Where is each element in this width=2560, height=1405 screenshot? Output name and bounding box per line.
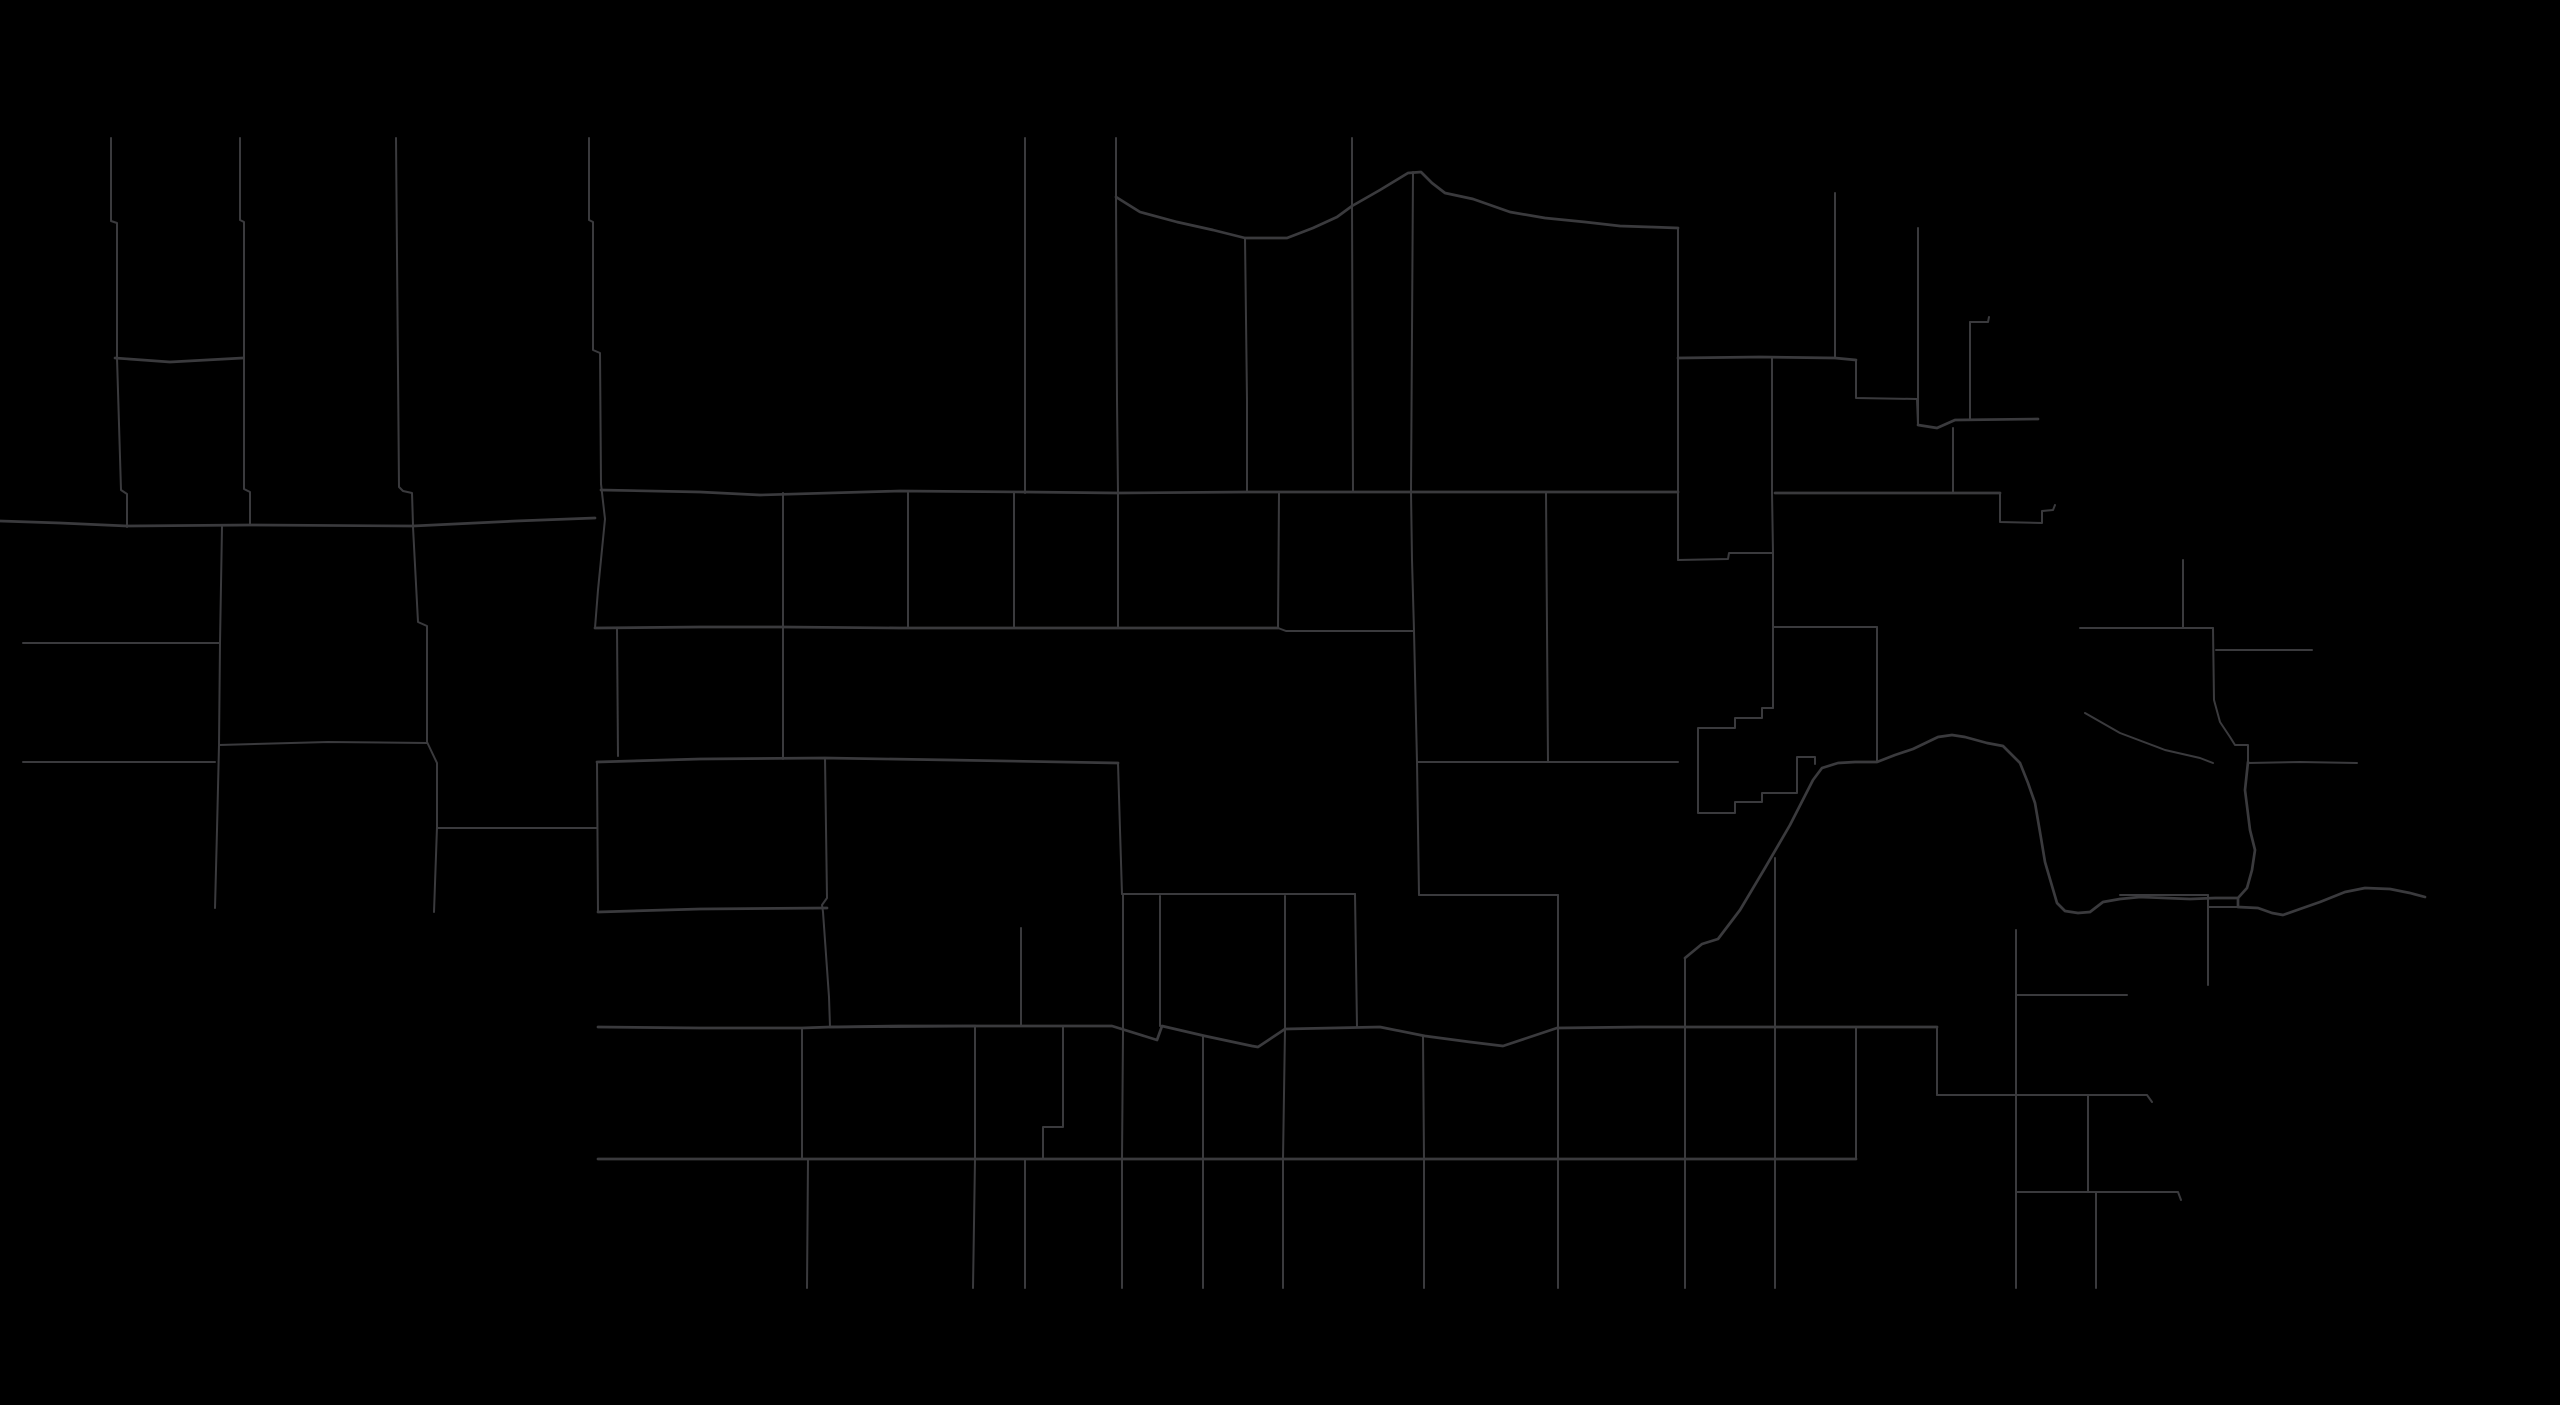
- v1279-line: [1277, 492, 1280, 629]
- cheyenne-west-line: [412, 526, 428, 743]
- platte-river-arc-line: [1683, 733, 2240, 960]
- latitude-42-long-line: [0, 516, 597, 528]
- wayne-north-line: [1916, 417, 2040, 430]
- cheyenne-garden-bend: [426, 741, 438, 828]
- v617-line: [616, 628, 619, 757]
- hitchcock-west-line: [972, 1158, 976, 1289]
- dawes-sheridan-line: [239, 137, 251, 525]
- rock-holt-line: [1351, 137, 1354, 493]
- h627-main-line: [593, 625, 1280, 630]
- jagged-box-line: [1697, 707, 1816, 814]
- niobrara-river-line: [1114, 170, 1680, 240]
- dawes-boxbutte-line: [113, 356, 245, 364]
- garden-west-line: [594, 483, 606, 629]
- v2000-hook-line: [1999, 492, 2056, 524]
- v1546-line: [1545, 491, 1549, 763]
- keith-south-line: [596, 906, 829, 914]
- h1192-line: [2015, 1191, 2182, 1201]
- washington-curve-line: [2212, 627, 2249, 763]
- missouri-wiggle-line: [2236, 760, 2427, 917]
- h1095-line: [1936, 1094, 2153, 1103]
- arthur-south-line: [595, 756, 1120, 765]
- keith-west-line: [596, 761, 599, 913]
- v1355-line: [1354, 893, 1358, 1028]
- knox-south-line: [1676, 355, 1858, 362]
- brown-west-line: [1115, 137, 1119, 629]
- custer-west-line: [1117, 762, 1123, 895]
- scottsbluff-east-line: [214, 526, 223, 909]
- brown-rock-line: [1244, 237, 1248, 493]
- cherry-south-line: [599, 488, 1680, 497]
- h763-ne-line: [2247, 761, 2358, 764]
- h631-jog-line: [1277, 627, 1414, 632]
- cheyenne-lower-line: [433, 826, 438, 913]
- holt-east-line: [1410, 171, 1420, 896]
- h560-bridge-line: [1677, 552, 1774, 561]
- v1123-line: [1121, 893, 1124, 1289]
- madison-east-line: [1771, 357, 1774, 709]
- river-strand-line: [2084, 712, 2214, 764]
- dundy-east-line: [806, 1158, 809, 1289]
- keith-east-line: [821, 757, 831, 1028]
- v1422-line: [1422, 1035, 1425, 1289]
- platte-river-wave-line: [828, 1024, 1939, 1049]
- sioux-east-lower-line: [116, 357, 128, 528]
- pierce-west-jog: [1855, 359, 1919, 426]
- dixon-hook-line: [1969, 316, 1990, 323]
- sioux-dawes-line: [110, 137, 118, 359]
- staircase-1043-line: [1042, 1026, 1064, 1160]
- sheridan-mid-line: [395, 137, 414, 526]
- v1285-line: [1282, 895, 1286, 1289]
- morrill-south-line: [218, 741, 428, 746]
- sheridan-cherry-line: [588, 137, 602, 485]
